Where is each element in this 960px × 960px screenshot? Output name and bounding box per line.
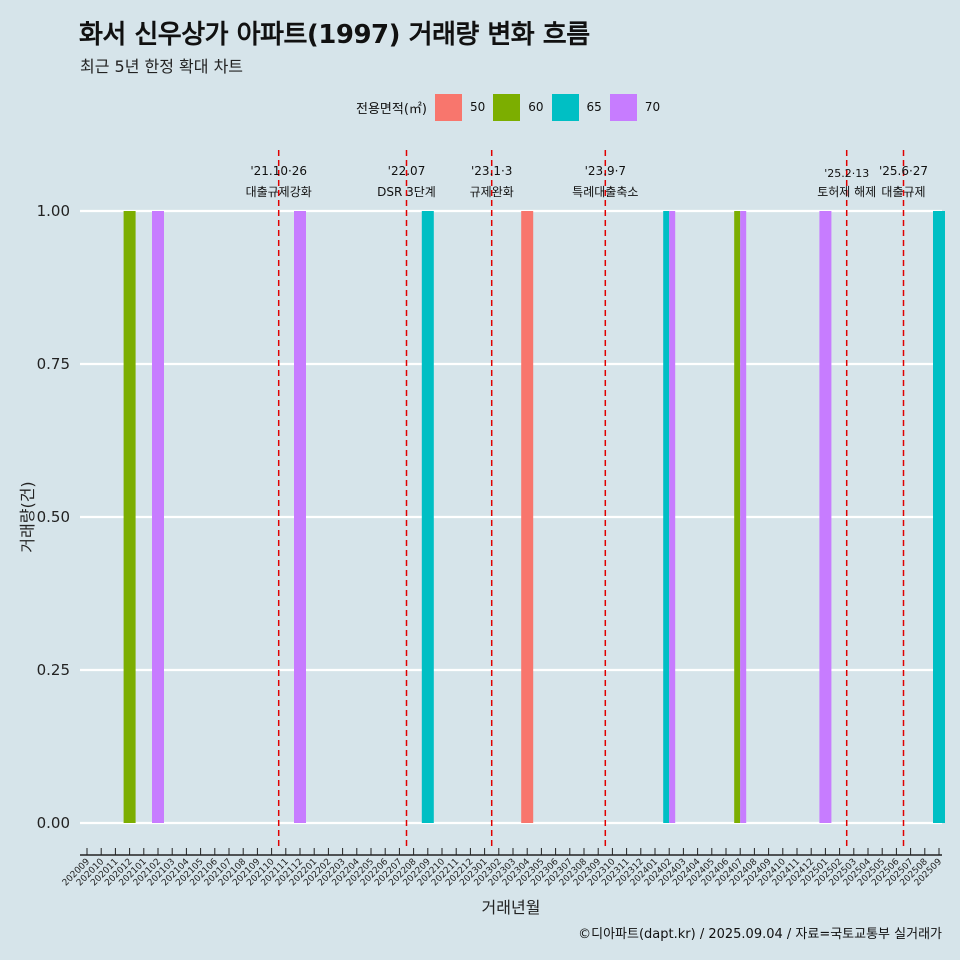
- y-axis-title: 거래량(건): [18, 481, 37, 552]
- event-name-label: 특례대출축소: [572, 185, 638, 199]
- bar-202012-60: [123, 211, 136, 823]
- y-tick-label: 0.25: [37, 661, 70, 679]
- event-date-label: '22.07: [388, 164, 426, 178]
- legend-item-60: 60: [493, 93, 544, 121]
- event-date-label: '25.2·13: [824, 167, 869, 180]
- bar-202407-70: [740, 211, 747, 823]
- bar-202112-70: [294, 211, 306, 823]
- legend-label-65: 65: [586, 100, 602, 114]
- legend-swatch-60: [493, 93, 521, 121]
- event-name-label: DSR 3단계: [377, 185, 436, 199]
- event-name-label: 규제완화: [470, 185, 514, 199]
- legend-item-50: 50: [434, 93, 486, 121]
- source-caption: ©디아파트(dapt.kr) / 2025.09.04 / 자료=국토교통부 실…: [578, 927, 942, 942]
- y-tick-label: 0.50: [37, 508, 70, 526]
- event-date-label: '23.9·7: [585, 164, 626, 178]
- event-date-label: '21.10·26: [250, 164, 307, 178]
- y-tick-label: 1.00: [37, 202, 70, 220]
- legend-item-65: 65: [551, 93, 602, 121]
- bar-202509-65: [933, 211, 945, 823]
- y-tick-label: 0.00: [37, 814, 70, 832]
- bar-202304-50: [521, 211, 534, 823]
- bar-202402-70: [669, 211, 676, 823]
- legend-label-70: 70: [644, 100, 661, 114]
- event-name-label: 대출규제: [881, 185, 925, 199]
- legend-swatch-70: [609, 93, 637, 121]
- bar-202209-65: [421, 211, 434, 823]
- legend-item-70: 70: [609, 93, 661, 121]
- legend-title: 전용면적(㎡): [356, 101, 427, 117]
- legend-swatch-50: [434, 93, 462, 121]
- event-date-label: '23.1·3: [471, 164, 512, 178]
- event-name-label: 토허제 해제: [817, 185, 876, 199]
- y-tick-label: 0.75: [37, 355, 70, 373]
- legend-label-50: 50: [469, 100, 486, 114]
- bar-202402-65: [663, 211, 670, 823]
- event-date-label: '25.6·27: [879, 164, 928, 178]
- legend-label-60: 60: [528, 100, 544, 114]
- event-name-label: 대출규제강화: [246, 185, 312, 199]
- bar-202102-70: [152, 211, 164, 823]
- legend: 전용면적(㎡) 50 60 65 70: [356, 93, 668, 121]
- legend-swatch-65: [551, 93, 579, 121]
- bar-202407-60: [734, 211, 741, 823]
- chart-title: 화서 신우상가 아파트(1997) 거래량 변화 흐름: [79, 20, 590, 50]
- bar-202501-70: [819, 211, 832, 823]
- chart-subtitle: 최근 5년 한정 확대 차트: [80, 57, 244, 76]
- x-axis-title: 거래년월: [482, 898, 541, 917]
